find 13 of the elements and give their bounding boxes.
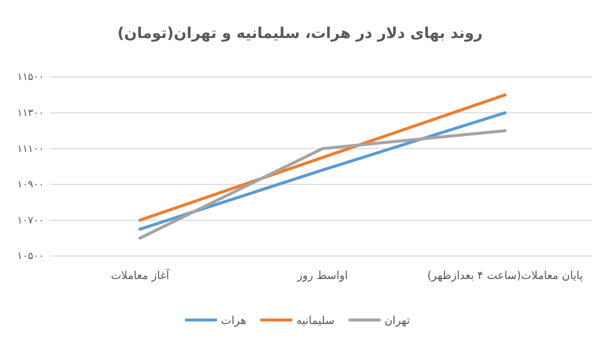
- legend-label: تهران: [384, 314, 410, 327]
- y-tick-label: ۱۱۳۰۰: [17, 108, 44, 119]
- x-tick-label: آغاز معاملات: [110, 268, 170, 282]
- legend-label: سلیمانیه: [296, 314, 334, 327]
- y-tick-label: ۱۰۷۰۰: [17, 215, 44, 226]
- legend-label: هرات: [221, 314, 246, 327]
- y-tick-label: ۱۰۵۰۰: [17, 251, 44, 262]
- chart-title: روند بهای دلار در هرات، سلیمانیه و تهران(تومان): [117, 24, 483, 42]
- y-tick-label: ۱۱۱۰۰: [17, 144, 44, 155]
- x-tick-label: اواسط روز: [296, 268, 348, 282]
- x-tick-label: پایان معاملات(ساعت ۴ بعدازظهر): [427, 268, 583, 282]
- y-tick-label: ۱۰۹۰۰: [17, 180, 44, 191]
- y-tick-label: ۱۱۵۰۰: [17, 72, 44, 84]
